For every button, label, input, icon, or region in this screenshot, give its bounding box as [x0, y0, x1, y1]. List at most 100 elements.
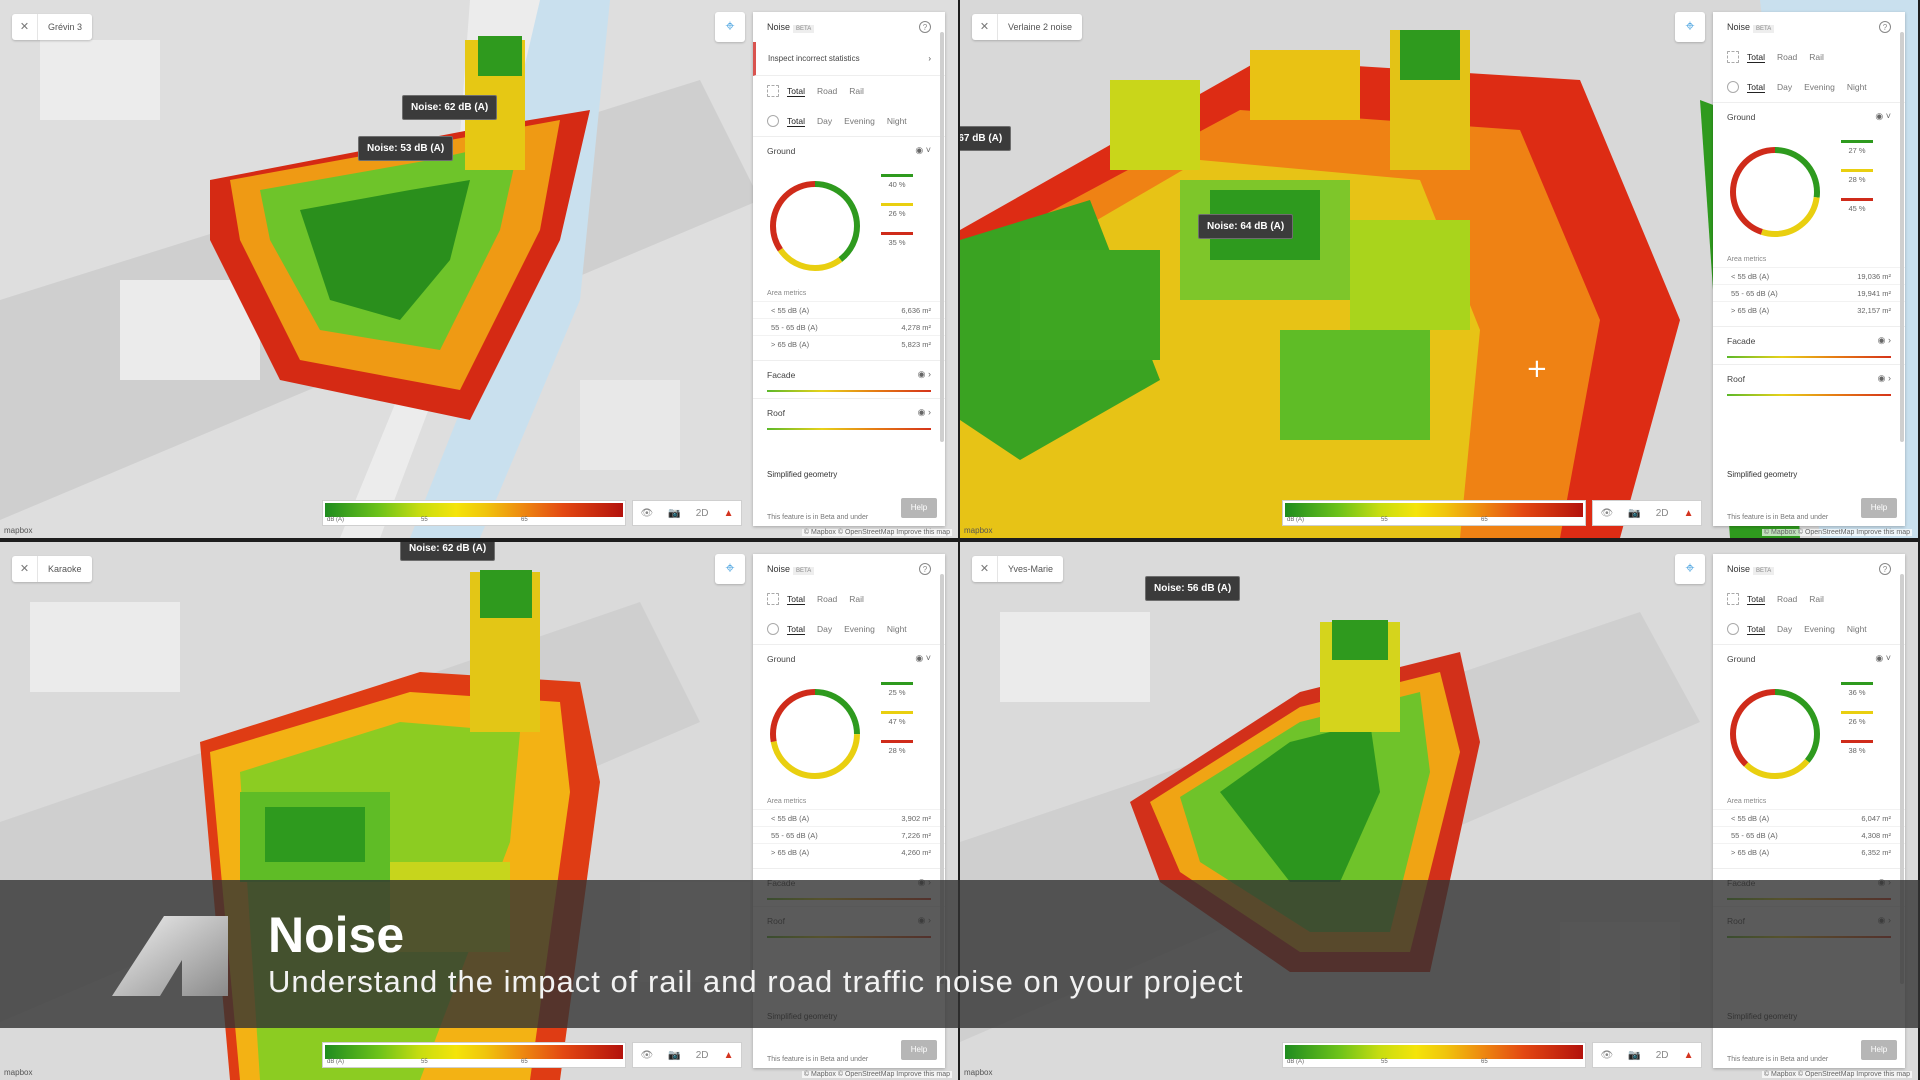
- roof-section[interactable]: Roof◉ ›: [1713, 364, 1905, 392]
- tab-time-day[interactable]: Day: [816, 116, 833, 126]
- panel-scrollbar[interactable]: [940, 574, 944, 984]
- help-icon[interactable]: ?: [1879, 563, 1891, 575]
- tab-source-road[interactable]: Road: [1776, 52, 1798, 62]
- tab-time-total[interactable]: Total: [1747, 81, 1765, 93]
- eye-toggle-icon[interactable]: ◉ ›: [917, 369, 931, 379]
- ground-pct: 28 %: [877, 736, 917, 765]
- eye-toggle-icon[interactable]: ◉ ˅: [915, 145, 931, 155]
- tab-source-total[interactable]: Total: [787, 593, 805, 605]
- tab-time-evening[interactable]: Evening: [1804, 82, 1835, 92]
- area-metric-row: > 65 dB (A) 6,352 m²: [1713, 843, 1905, 860]
- map-attribution[interactable]: © Mapbox © OpenStreetMap Improve this ma…: [801, 529, 952, 536]
- eye-toggle-icon[interactable]: ◉ ›: [917, 407, 931, 417]
- inspect-statistics-link[interactable]: Inspect incorrect statistics ›: [753, 42, 945, 76]
- noise-tooltip: Noise: 56 dB (A): [1145, 576, 1241, 601]
- tab-time-evening[interactable]: Evening: [844, 116, 875, 126]
- site-selector[interactable]: ✕ Verlaine 2 noise: [972, 14, 1083, 40]
- tab-source-road[interactable]: Road: [816, 86, 838, 96]
- eye-toggle-icon[interactable]: ◉ ›: [1877, 335, 1891, 345]
- tab-time-evening[interactable]: Evening: [844, 624, 875, 634]
- help-icon[interactable]: ?: [919, 563, 931, 575]
- panel-scrollbar[interactable]: [1900, 32, 1904, 442]
- eye-toggle-icon[interactable]: ◉ ˅: [1875, 653, 1891, 663]
- view-2d-button[interactable]: 2D: [1655, 507, 1669, 519]
- site-selector[interactable]: ✕ Karaoke: [12, 556, 92, 582]
- camera-icon[interactable]: 📷: [1628, 507, 1641, 519]
- panel-scrollbar[interactable]: [1900, 574, 1904, 984]
- legend-tick-55: 55: [1381, 1059, 1388, 1065]
- map-attribution[interactable]: © Mapbox © OpenStreetMap Improve this ma…: [1761, 1071, 1912, 1078]
- tab-source-rail[interactable]: Rail: [849, 594, 864, 604]
- view-2d-button[interactable]: 2D: [1655, 1049, 1669, 1061]
- panel-title: Noise: [1727, 564, 1751, 574]
- ground-section[interactable]: Ground ◉ ˅: [1713, 102, 1905, 130]
- site-selector[interactable]: ✕ Yves-Marie: [972, 556, 1064, 582]
- tab-time-total[interactable]: Total: [787, 623, 805, 635]
- tab-source-road[interactable]: Road: [816, 594, 838, 604]
- tab-time-night[interactable]: Night: [886, 624, 907, 634]
- map-attribution[interactable]: © Mapbox © OpenStreetMap Improve this ma…: [1761, 529, 1912, 536]
- ground-section[interactable]: Ground ◉ ˅: [753, 136, 945, 164]
- tab-time-night[interactable]: Night: [1846, 82, 1867, 92]
- simplified-geometry-label: Simplified geometry: [1727, 470, 1798, 479]
- tab-time-day[interactable]: Day: [1776, 624, 1793, 634]
- site-selector[interactable]: ✕ Grévin 3: [12, 14, 93, 40]
- close-icon[interactable]: ✕: [12, 14, 38, 40]
- area-metric-row: > 65 dB (A) 32,157 m²: [1713, 301, 1905, 318]
- map-attribution[interactable]: © Mapbox © OpenStreetMap Improve this ma…: [801, 1071, 952, 1078]
- eye-icon[interactable]: 👁: [1600, 1049, 1614, 1061]
- tab-time-total[interactable]: Total: [787, 115, 805, 127]
- tab-time-evening[interactable]: Evening: [1804, 624, 1835, 634]
- tab-source-total[interactable]: Total: [1747, 593, 1765, 605]
- roof-section[interactable]: Roof◉ ›: [753, 398, 945, 426]
- panel-title: Noise: [767, 564, 791, 574]
- tab-time-night[interactable]: Night: [886, 116, 907, 126]
- close-icon[interactable]: ✕: [972, 556, 998, 582]
- help-button[interactable]: Help: [901, 1040, 937, 1060]
- eye-icon[interactable]: 👁: [1600, 507, 1614, 519]
- eye-toggle-icon[interactable]: ◉ ›: [1877, 373, 1891, 383]
- facade-section[interactable]: Facade◉ ›: [753, 360, 945, 388]
- ground-section[interactable]: Ground ◉ ˅: [1713, 644, 1905, 672]
- eye-toggle-icon[interactable]: ◉ ˅: [915, 653, 931, 663]
- tab-source-road[interactable]: Road: [1776, 594, 1798, 604]
- tab-time-day[interactable]: Day: [1776, 82, 1793, 92]
- compass-icon[interactable]: ▲: [1683, 1049, 1694, 1061]
- tab-source-rail[interactable]: Rail: [1809, 594, 1824, 604]
- view-2d-button[interactable]: 2D: [695, 1049, 709, 1061]
- locate-icon[interactable]: ⌖: [715, 12, 745, 42]
- help-icon[interactable]: ?: [1879, 21, 1891, 33]
- help-button[interactable]: Help: [901, 498, 937, 518]
- ground-section[interactable]: Ground ◉ ˅: [753, 644, 945, 672]
- tab-source-total[interactable]: Total: [1747, 51, 1765, 63]
- tab-time-day[interactable]: Day: [816, 624, 833, 634]
- tab-time-total[interactable]: Total: [1747, 623, 1765, 635]
- eye-icon[interactable]: 👁: [640, 507, 654, 519]
- close-icon[interactable]: ✕: [972, 14, 998, 40]
- eye-icon[interactable]: 👁: [640, 1049, 654, 1061]
- locate-icon[interactable]: ⌖: [715, 554, 745, 584]
- help-button[interactable]: Help: [1861, 1040, 1897, 1060]
- close-icon[interactable]: ✕: [12, 556, 38, 582]
- legend-unit: dB (A): [1287, 1059, 1305, 1065]
- tab-source-rail[interactable]: Rail: [1809, 52, 1824, 62]
- eye-toggle-icon[interactable]: ◉ ˅: [1875, 111, 1891, 121]
- help-icon[interactable]: ?: [919, 21, 931, 33]
- panel-scrollbar[interactable]: [940, 32, 944, 442]
- view-2d-button[interactable]: 2D: [695, 507, 709, 519]
- camera-icon[interactable]: 📷: [668, 1049, 681, 1061]
- locate-icon[interactable]: ⌖: [1675, 554, 1705, 584]
- help-button[interactable]: Help: [1861, 498, 1897, 518]
- compass-icon[interactable]: ▲: [723, 1049, 734, 1061]
- legend-tick-65: 65: [521, 1059, 528, 1065]
- tab-time-night[interactable]: Night: [1846, 624, 1867, 634]
- compass-icon[interactable]: ▲: [723, 507, 734, 519]
- camera-icon[interactable]: 📷: [668, 507, 681, 519]
- facade-section[interactable]: Facade◉ ›: [1713, 326, 1905, 354]
- tab-source-rail[interactable]: Rail: [849, 86, 864, 96]
- camera-icon[interactable]: 📷: [1628, 1049, 1641, 1061]
- locate-icon[interactable]: ⌖: [1675, 12, 1705, 42]
- compass-icon[interactable]: ▲: [1683, 507, 1694, 519]
- area-metric-row: < 55 dB (A) 6,047 m²: [1713, 809, 1905, 826]
- tab-source-total[interactable]: Total: [787, 85, 805, 97]
